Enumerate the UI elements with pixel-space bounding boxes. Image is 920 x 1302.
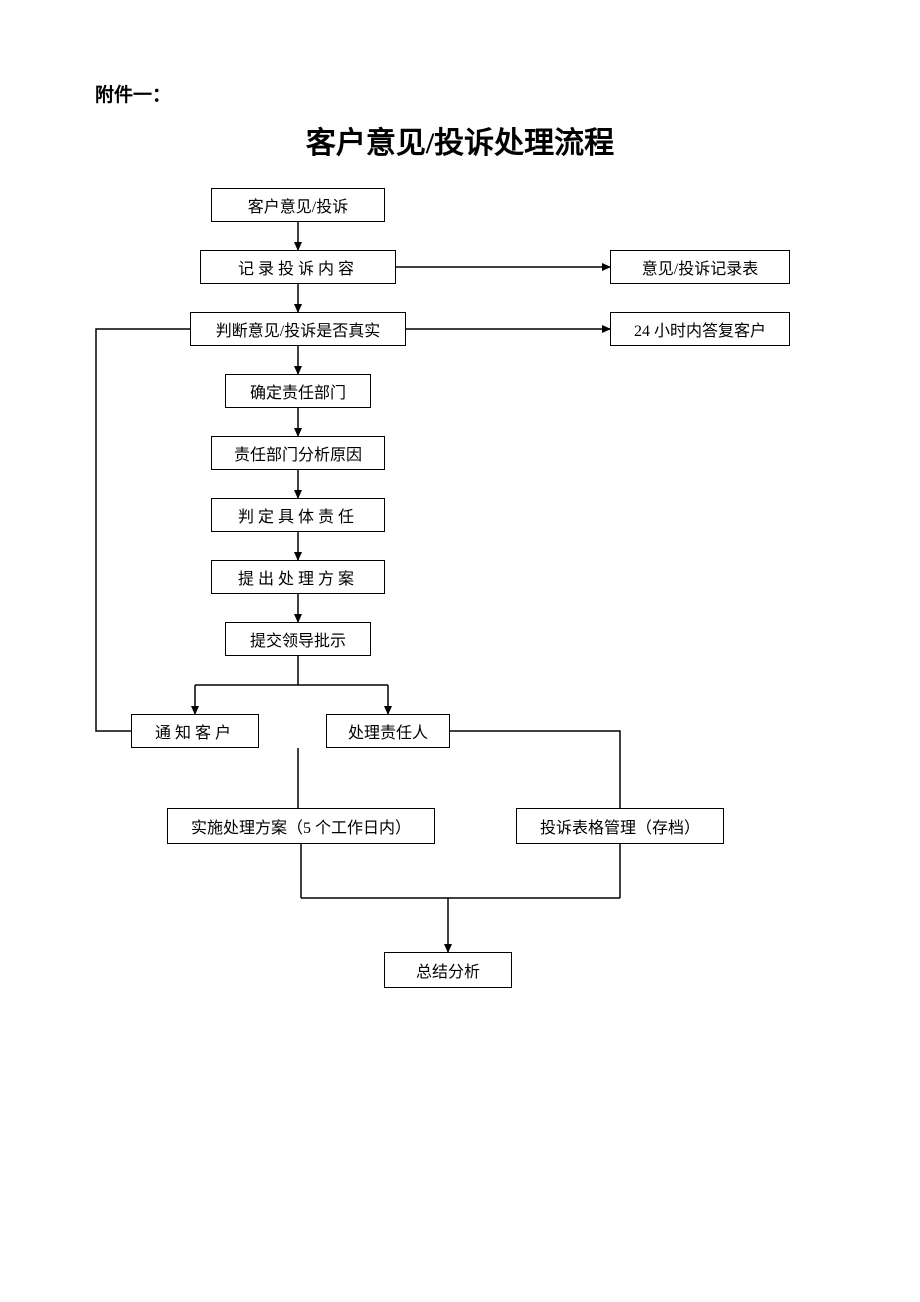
flow-node-n8: 提交领导批示 bbox=[225, 622, 371, 656]
flow-node-n6: 判定具体责任 bbox=[211, 498, 385, 532]
flow-node-s1: 意见/投诉记录表 bbox=[610, 250, 790, 284]
flowchart-connectors bbox=[0, 0, 920, 1302]
attachment-label: 附件一： bbox=[95, 80, 171, 107]
flow-node-n13: 总结分析 bbox=[384, 952, 512, 988]
flow-node-n12: 投诉表格管理（存档） bbox=[516, 808, 724, 844]
flow-node-n4: 确定责任部门 bbox=[225, 374, 371, 408]
flow-node-n2: 记录投诉内容 bbox=[200, 250, 396, 284]
flow-node-n5: 责任部门分析原因 bbox=[211, 436, 385, 470]
flow-node-n9: 通知客户 bbox=[131, 714, 259, 748]
flow-node-s2: 24 小时内答复客户 bbox=[610, 312, 790, 346]
flow-node-n11: 实施处理方案（5 个工作日内） bbox=[167, 808, 435, 844]
page-title: 客户意见/投诉处理流程 bbox=[0, 118, 920, 162]
flow-node-n10: 处理责任人 bbox=[326, 714, 450, 748]
page: 附件一： 客户意见/投诉处理流程 客户意见/投诉记录投诉内容判断意见/投诉是否真… bbox=[0, 0, 920, 1302]
flow-node-n3: 判断意见/投诉是否真实 bbox=[190, 312, 406, 346]
flow-node-n7: 提出处理方案 bbox=[211, 560, 385, 594]
flow-node-n1: 客户意见/投诉 bbox=[211, 188, 385, 222]
